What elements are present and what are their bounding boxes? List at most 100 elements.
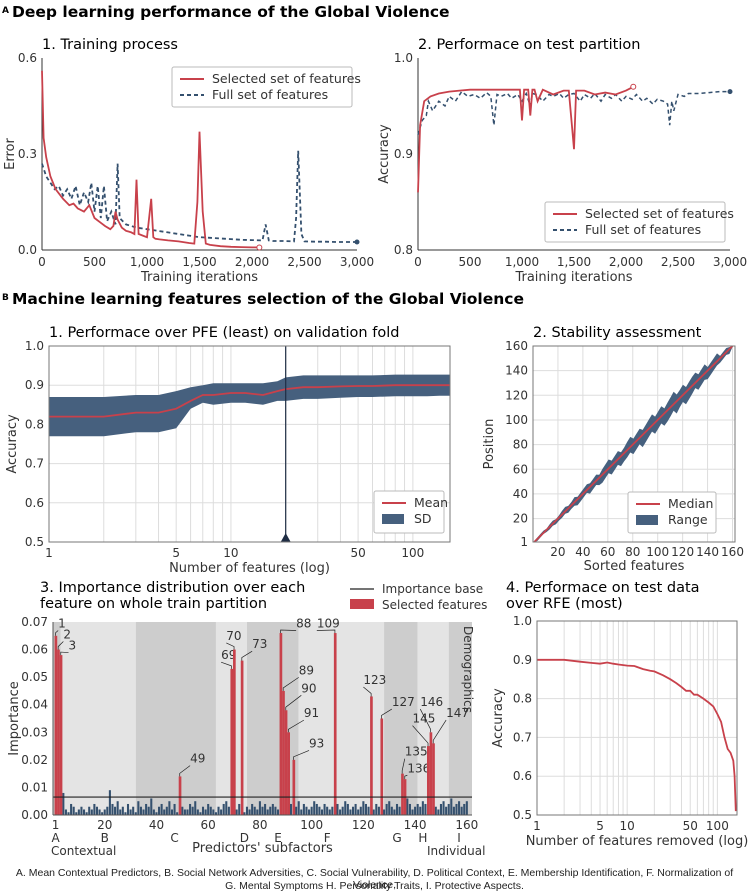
selected-bar-90 [284,710,288,815]
feature-bar [323,803,326,815]
selected-bar-147 [432,743,435,815]
feature-bar [328,809,331,815]
x-tick-label: 1,000 [505,255,539,269]
y-axis-label: Position [482,419,497,470]
selected-bar-1 [54,635,58,815]
chart-title: 2. Stability assessment [533,325,702,341]
feature-bar [424,803,427,815]
feature-bar [124,812,127,815]
feature-bar [225,801,228,815]
chart-title: 2. Performace on test partition [418,37,640,53]
y-tick-label: 160 [505,339,528,353]
chart-title-line-1: 3. Importance distribution over each [40,580,305,596]
feature-bar [408,803,411,815]
feature-bar [196,809,199,815]
feature-bar [217,806,220,815]
feature-bar [445,806,448,815]
selected-bar-label-1: 1 [58,617,66,631]
legend-label: Selected set of features [585,206,734,221]
selected-bar-91 [287,732,290,815]
feature-bar [383,809,386,815]
full-set-end-marker [354,239,360,245]
feature-bar [313,801,316,815]
selected-bar-label-89: 89 [299,663,314,677]
feature-bar [183,809,186,815]
selected-bar-leader-123 [363,686,372,697]
y-tick-label: 0.8 [513,692,532,706]
selected-bar-label-73: 73 [252,637,267,651]
selected-bar-leader-93 [293,750,310,760]
plot-frame [536,620,738,816]
feature-bar [119,809,122,815]
section-a-title: Deep learning performance of the Global … [12,3,450,21]
y-tick-label: 1.0 [25,339,44,353]
x-tick-label: 3,000 [340,255,374,269]
x-axis-label: Sorted features [584,559,685,574]
y-tick-label: 0.04 [21,698,48,712]
x-tick-label: 40 [575,545,590,559]
y-tick-label: 1.0 [394,51,413,65]
feature-bar [220,809,223,815]
feature-bar [349,809,352,815]
y-tick-label: 0.9 [394,147,413,161]
feature-bar [359,806,362,815]
feature-bar [111,803,114,815]
x-tick-label: 160 [455,818,478,832]
feature-bar [414,806,417,815]
x-tick-label: 5 [172,546,180,560]
group-letter-b: B [101,831,109,845]
selected-bar-label-109: 109 [317,617,340,631]
selected-bar-label-3: 3 [69,639,77,653]
selected-set-line [417,86,634,193]
feature-bar [165,806,168,815]
full-set-end-marker [727,89,733,95]
feature-bar [346,803,349,815]
chart-title-line-2: over RFE (most) [506,596,623,612]
legend-label: Selected features [382,598,487,612]
y-axis-label: Accuracy [491,688,506,748]
x-tick-label: 2,000 [235,255,269,269]
feature-bar [253,806,256,815]
feature-bar [137,801,140,815]
y-tick-label: 0.7 [25,457,44,471]
feature-bar [201,806,205,815]
feature-bar [442,801,445,815]
feature-bar [302,803,305,815]
group-letter-d: D [240,831,249,845]
feature-bar [300,809,303,815]
feature-bar [160,803,163,815]
x-axis-label: Training iterations [140,270,258,285]
feature-bar [168,801,171,815]
feature-bar [421,801,424,815]
selected-bar-label-123: 123 [363,673,386,687]
x-tick-label: 1,500 [182,255,216,269]
feature-bar [419,806,422,815]
legend-label: Full set of features [585,222,701,237]
selected-bar-label-90: 90 [301,681,316,695]
y-tick-label: 0.0 [18,243,37,257]
feature-bar [276,809,280,815]
feature-bar [248,809,251,815]
feature-bar [452,806,455,815]
x-tick-label: 160 [721,545,744,559]
feature-bar [261,806,264,815]
feature-bar [258,801,261,815]
feature-bar [447,803,450,815]
feature-bar [62,792,65,815]
feature-bar [388,801,391,815]
x-tick-label: 0 [38,255,46,269]
selected-bar-label-145: 145 [413,712,436,726]
feature-bar [101,812,104,815]
feature-bar [152,809,155,815]
selected-bar-label-136: 136 [407,761,430,775]
section-b-title: Machine learning features selection of t… [12,290,524,308]
feature-bar [186,809,189,815]
feature-bar [88,806,91,815]
feature-bar [108,790,111,815]
feature-bar [150,798,153,815]
feature-bar [126,803,130,815]
chart-title: 1. Performace over PFE (least) on valida… [49,325,399,341]
feature-bar [114,806,117,815]
x-tick-label: 1,500 [557,255,591,269]
